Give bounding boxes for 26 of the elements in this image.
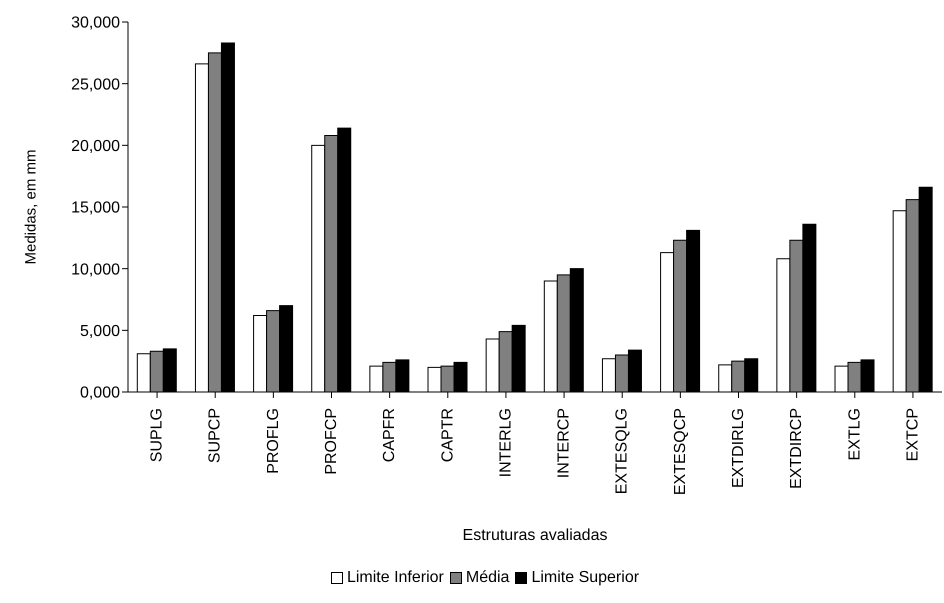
x-axis-title: Estruturas avaliadas — [462, 527, 608, 544]
x-tick-label: EXTESQLG — [614, 408, 631, 494]
y-tick-label: 30,000 — [71, 14, 120, 32]
x-tick-label: PROFCP — [323, 408, 340, 475]
x-tick-label: SUPLG — [148, 408, 166, 462]
x-tick-label: EXTCP — [904, 408, 922, 462]
y-tick-label: 5,000 — [80, 323, 120, 340]
x-tick-label: PROFLG — [264, 408, 282, 474]
legend-label: Limite Superior — [530, 568, 640, 588]
y-tick-label: 10,000 — [71, 261, 120, 278]
x-tick-label: EXTDIRCP — [788, 408, 806, 489]
x-tick-label: SUPCP — [206, 408, 224, 464]
legend-label: Limite Inferior — [346, 568, 444, 588]
x-tick-label: INTERCP — [556, 408, 573, 478]
y-axis-title: Medidas, em mm — [22, 149, 40, 265]
x-tick-label: EXTESQCP — [672, 408, 689, 496]
legend-label: Média — [464, 568, 510, 588]
x-tick-label: CAPTR — [439, 408, 456, 462]
y-tick-label: 0,000 — [80, 384, 120, 402]
x-tick-label: CAPFR — [381, 408, 398, 462]
y-tick-label: 15,000 — [71, 200, 120, 217]
y-tick-label: 25,000 — [71, 76, 120, 94]
x-tick-label: EXTDIRLG — [730, 408, 747, 488]
x-tick-label: INTERLG — [497, 408, 514, 478]
x-tick-label: EXTLG — [846, 408, 864, 460]
y-tick-label: 20,000 — [71, 138, 120, 156]
